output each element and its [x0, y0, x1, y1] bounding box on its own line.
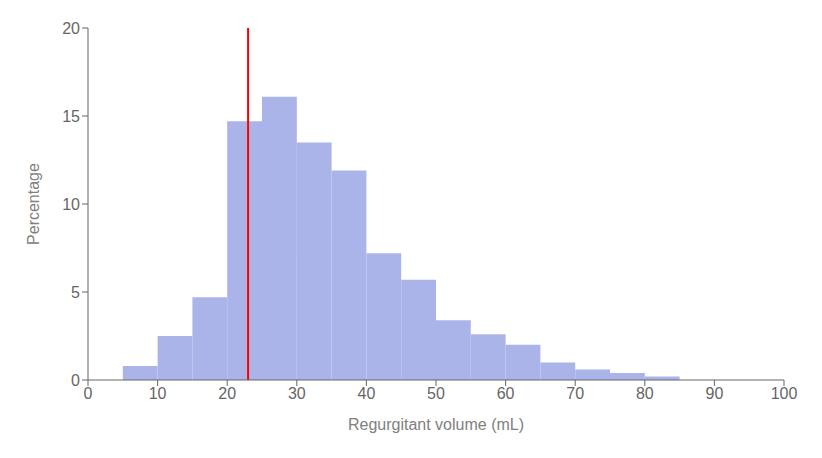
svg-text:10: 10	[62, 196, 80, 213]
svg-text:90: 90	[706, 385, 724, 402]
svg-text:20: 20	[62, 20, 80, 37]
svg-text:Regurgitant volume (mL): Regurgitant volume (mL)	[348, 416, 524, 433]
svg-text:40: 40	[358, 385, 376, 402]
svg-text:50: 50	[427, 385, 445, 402]
svg-text:Percentage: Percentage	[25, 163, 42, 245]
svg-text:0: 0	[71, 372, 80, 389]
svg-text:100: 100	[771, 385, 798, 402]
svg-text:80: 80	[636, 385, 654, 402]
svg-text:10: 10	[149, 385, 167, 402]
svg-text:30: 30	[288, 385, 306, 402]
svg-text:0: 0	[84, 385, 93, 402]
svg-text:15: 15	[62, 108, 80, 125]
svg-text:70: 70	[566, 385, 584, 402]
svg-text:20: 20	[218, 385, 236, 402]
svg-text:60: 60	[497, 385, 515, 402]
svg-text:5: 5	[71, 284, 80, 301]
